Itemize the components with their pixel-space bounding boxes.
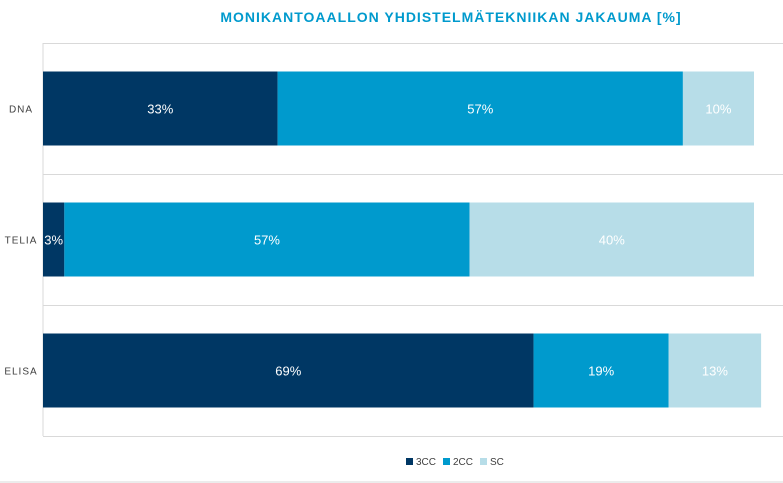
- bar-segment-telia-sc: [469, 202, 754, 277]
- data-label: 3%: [44, 233, 63, 248]
- bar-segment-telia-2cc: [64, 202, 470, 277]
- data-label: 69%: [275, 364, 301, 379]
- data-label: 19%: [588, 364, 614, 379]
- legend-label: 2CC: [453, 457, 473, 468]
- bars: 33% 57% 10% 3% 57% 40% 69% 19% 13%: [43, 71, 762, 408]
- data-label: 57%: [254, 233, 280, 248]
- legend-swatch: [443, 458, 450, 465]
- bar-segment-elisa-sc: [668, 333, 762, 408]
- category-label: TELIA: [5, 236, 38, 247]
- data-label: 13%: [702, 364, 728, 379]
- legend-swatch: [480, 458, 487, 465]
- legend-swatch: [406, 458, 413, 465]
- chart-title: MONIKANTOAALLON YHDISTELMÄTEKNIIKAN JAKA…: [220, 9, 681, 25]
- data-label: 57%: [467, 102, 493, 117]
- category-label: ELISA: [4, 367, 37, 378]
- data-label: 40%: [599, 233, 625, 248]
- bar-segment-elisa-2cc: [533, 333, 669, 408]
- legend-label: 3CC: [416, 457, 436, 468]
- data-label: 33%: [147, 102, 173, 117]
- data-label: 10%: [705, 102, 731, 117]
- legend-label: SC: [490, 457, 504, 468]
- bar-segment-elisa-3cc: [43, 333, 534, 408]
- bar-segment-dna-sc: [682, 71, 754, 146]
- legend: 3CC 2CC SC: [406, 457, 504, 468]
- bar-segment-telia-3cc: [43, 202, 65, 277]
- bar-segment-dna-3cc: [43, 71, 278, 146]
- category-label: DNA: [9, 105, 33, 116]
- bar-segment-dna-2cc: [277, 71, 683, 146]
- category-labels: DNA TELIA ELISA: [4, 105, 38, 378]
